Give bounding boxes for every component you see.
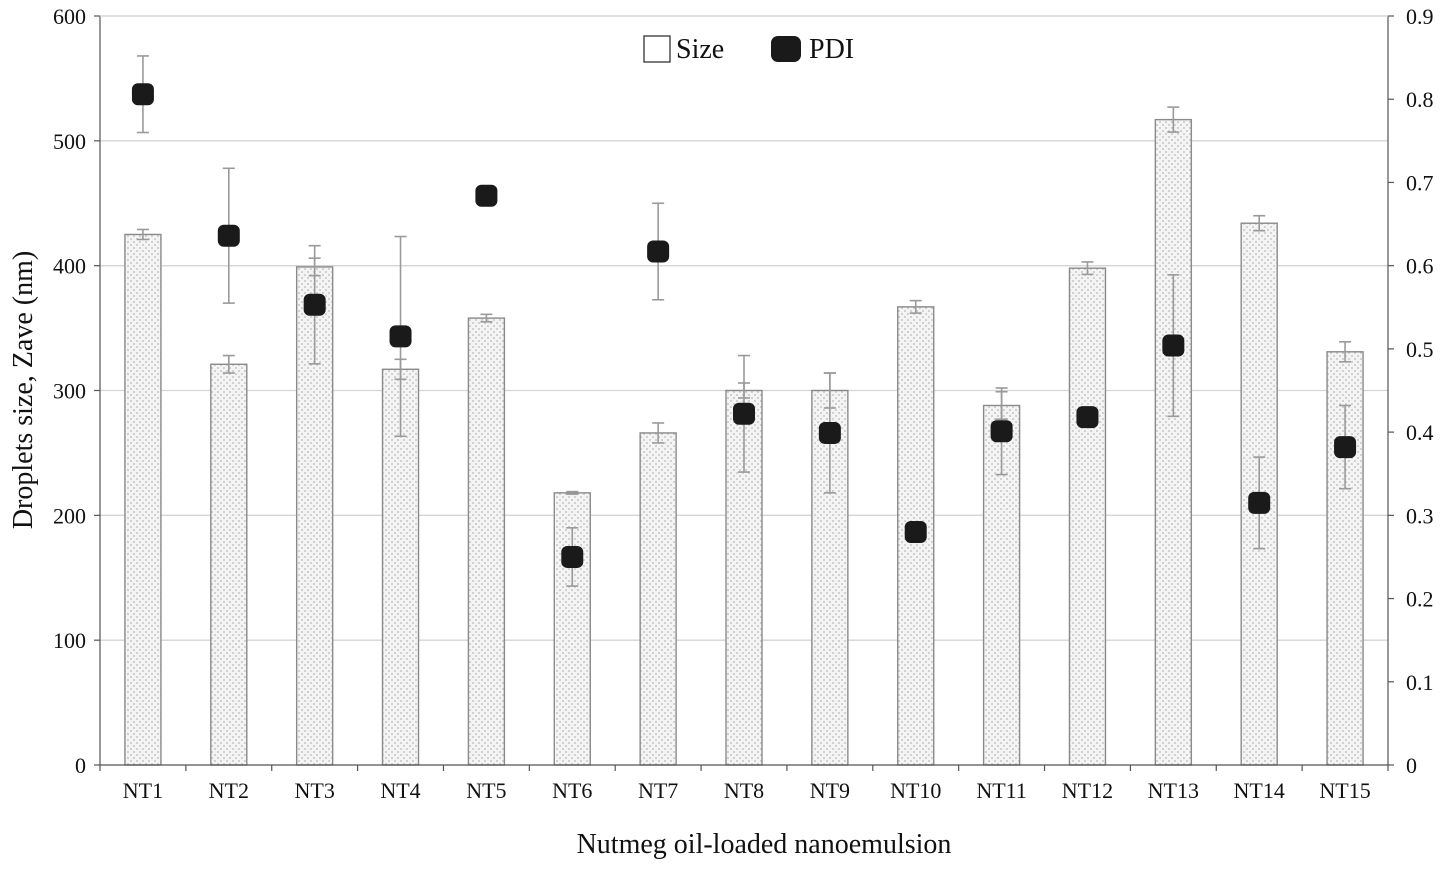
axes: [94, 15, 1394, 771]
x-tick-label: NT2: [209, 778, 249, 803]
y-tick-label-right: 0.9: [1406, 4, 1434, 29]
pdi-marker: [1076, 406, 1099, 429]
pdi-marker: [904, 520, 927, 543]
pdi-marker: [389, 325, 412, 348]
size-bar: [1068, 267, 1107, 766]
pdi-markers: [131, 83, 1357, 568]
size-bar: [1154, 118, 1193, 766]
x-tick-label: NT8: [724, 778, 764, 803]
y-tick-label-right: 0.3: [1406, 503, 1434, 528]
x-tick-label: NT10: [890, 778, 941, 803]
x-tick-label: NT4: [380, 778, 420, 803]
pdi-marker: [1248, 491, 1271, 514]
size-error-bar: [1167, 106, 1180, 133]
pdi-marker: [647, 240, 670, 263]
y-tick-label-left: 500: [53, 129, 86, 154]
x-tick-label: NT15: [1319, 778, 1370, 803]
y-tick-label-right: 0.5: [1406, 337, 1434, 362]
x-tick-label: NT12: [1062, 778, 1113, 803]
y-tick-label-left: 100: [53, 628, 86, 653]
size-error-bar: [136, 228, 149, 241]
y-tick-label-left: 600: [53, 4, 86, 29]
x-tick-label: NT5: [466, 778, 506, 803]
pdi-marker: [733, 402, 755, 425]
y-tick-label-right: 0.1: [1406, 670, 1434, 695]
legend-size-label: Size: [676, 34, 724, 65]
pdi-marker: [561, 545, 584, 568]
size-bar: [467, 317, 506, 766]
legend-pdi-label: PDI: [809, 34, 854, 65]
pdi-marker: [303, 293, 326, 316]
y-tick-label-left: 300: [53, 379, 86, 404]
size-error-bar: [652, 422, 665, 444]
y-tick-label-right: 0: [1406, 753, 1417, 778]
pdi-marker: [818, 421, 841, 444]
size-error-bar: [222, 354, 235, 374]
x-tick-label: NT9: [810, 778, 850, 803]
y-tick-label-right: 0.8: [1406, 87, 1434, 112]
y-tick-label-left: 400: [53, 254, 86, 279]
x-tick-label: NT1: [123, 778, 163, 803]
legend: Size PDI: [643, 34, 854, 65]
size-error-bar: [1081, 261, 1094, 276]
x-tick-label: NT6: [552, 778, 592, 803]
size-error-bar: [1339, 341, 1352, 363]
size-error-bar: [480, 313, 493, 323]
pdi-marker: [217, 224, 240, 247]
size-bar: [639, 432, 677, 766]
pdi-marker: [1334, 436, 1357, 459]
legend-pdi-swatch: [771, 36, 801, 62]
y-tick-label-right: 0.7: [1406, 170, 1434, 195]
x-tick-label: NT11: [976, 778, 1027, 803]
pdi-marker: [131, 83, 154, 106]
pdi-marker: [1162, 334, 1185, 357]
size-error-bar: [1253, 214, 1266, 232]
x-tick-label: NT14: [1234, 778, 1285, 803]
y-axis-title: Droplets size, Zave (nm): [8, 251, 39, 529]
tick-labels: 0 100 200 300 400 500 600 0 0.1 0.2 0.3 0.4 0.5 0.6 0.…: [53, 4, 1434, 803]
legend-size-swatch: [643, 35, 671, 63]
x-tick-label: NT3: [295, 778, 335, 803]
size-bar: [210, 363, 248, 766]
size-bar: [124, 233, 162, 766]
x-axis-title: Nutmeg oil-loaded nanoemulsion: [577, 829, 952, 860]
pdi-marker: [990, 420, 1013, 443]
y-tick-label-right: 0.6: [1406, 254, 1434, 279]
y-tick-label-right: 0.4: [1406, 420, 1434, 445]
size-error-bar: [566, 490, 579, 495]
size-error-bar: [909, 299, 922, 314]
x-tick-label: NT13: [1148, 778, 1199, 803]
x-tick-label: NT7: [638, 778, 678, 803]
y-tick-label-left: 0: [75, 753, 86, 778]
y-tick-label-right: 0.2: [1406, 587, 1434, 612]
pdi-marker: [475, 184, 498, 207]
y-tick-label-left: 200: [53, 503, 86, 528]
